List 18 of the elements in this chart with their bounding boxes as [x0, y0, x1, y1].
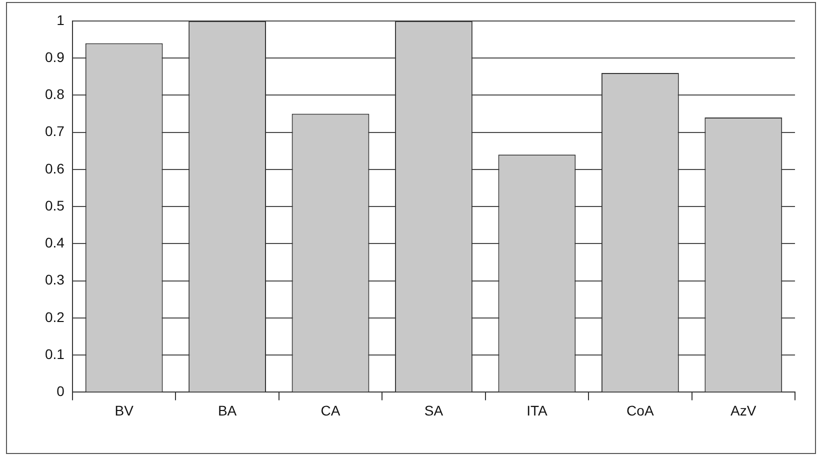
x-tick-label: BV [114, 402, 134, 418]
x-tick-label: AzV [730, 402, 757, 418]
x-tick-label: BA [218, 402, 238, 418]
y-tick-label: 1 [56, 12, 65, 28]
x-tick-label: SA [424, 402, 444, 418]
y-tick-label: 0.5 [44, 197, 65, 214]
x-tick-label: ITA [526, 402, 548, 418]
y-tick-label: 0.8 [44, 86, 65, 102]
y-tick-label: 0.3 [44, 272, 65, 288]
x-tick-label: CA [320, 402, 341, 418]
y-tick-label: 0.4 [44, 234, 65, 251]
y-tick-label: 0.9 [44, 48, 65, 65]
y-tick-label: 0.7 [44, 123, 65, 140]
x-tick-label: CoA [626, 402, 654, 418]
y-tick-label: 0.2 [44, 308, 65, 325]
y-tick-label: 0 [56, 383, 65, 400]
y-tick-label: 0.1 [44, 346, 65, 362]
y-tick-label: 0.6 [44, 160, 65, 176]
